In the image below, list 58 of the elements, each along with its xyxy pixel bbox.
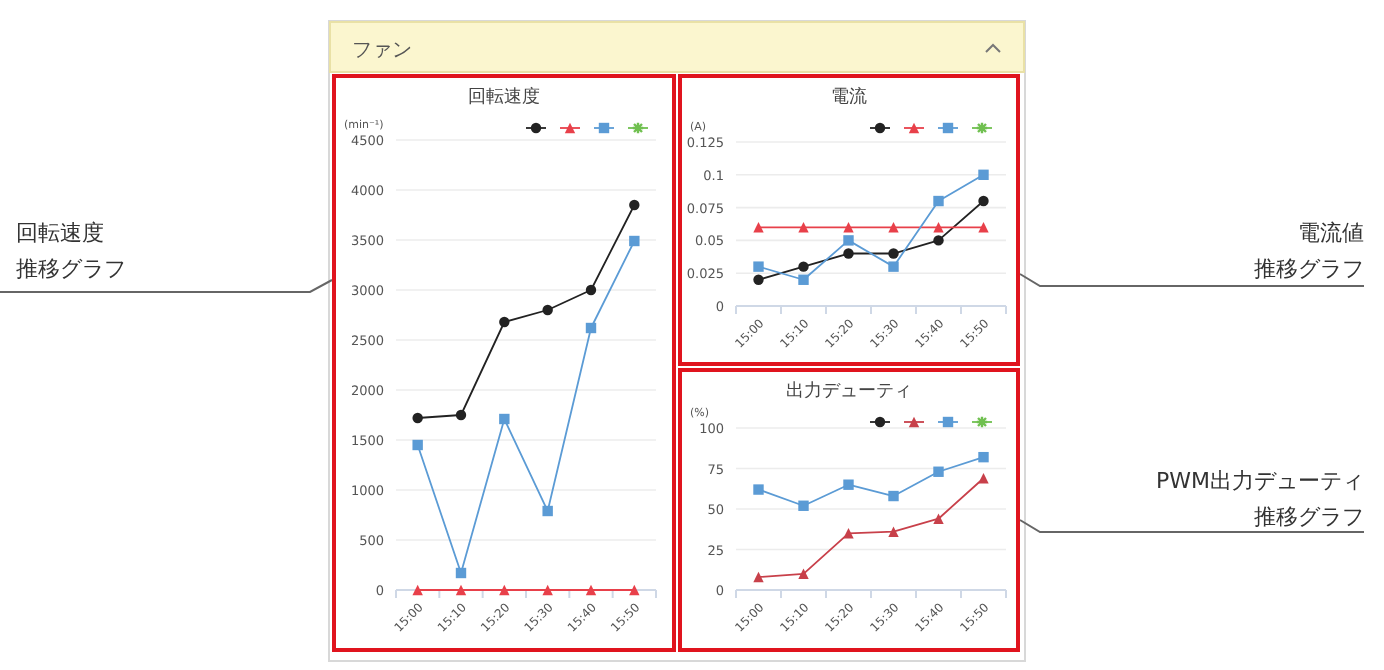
point [888, 261, 899, 272]
point [542, 584, 553, 596]
point [843, 528, 854, 539]
chart-title: 出力デューティ [786, 380, 912, 402]
point [888, 222, 899, 233]
point [542, 505, 553, 517]
point [629, 584, 640, 596]
point [499, 316, 510, 328]
point [843, 479, 854, 490]
point [798, 261, 809, 272]
point [499, 584, 510, 596]
text: 回転速度 [16, 220, 104, 246]
point [798, 222, 809, 233]
point [798, 274, 809, 285]
point [753, 274, 764, 285]
text: 電流値 [1298, 220, 1364, 246]
point [843, 235, 854, 246]
point [843, 222, 854, 233]
point [933, 222, 944, 233]
point [798, 500, 809, 511]
point [978, 195, 989, 207]
point [753, 571, 764, 583]
point [455, 584, 467, 596]
point [585, 284, 597, 296]
chart-title: 電流 [831, 86, 867, 108]
point [499, 413, 510, 425]
point [542, 304, 553, 316]
point [629, 235, 640, 247]
point [933, 513, 944, 524]
point [455, 567, 467, 579]
text: ファン [352, 40, 412, 62]
point [978, 451, 989, 463]
point [629, 199, 640, 211]
point [843, 248, 854, 259]
point [412, 439, 423, 451]
text: 推移グラフ [1254, 256, 1364, 282]
point [888, 526, 899, 537]
point [798, 568, 809, 579]
point [585, 584, 597, 596]
point [455, 409, 467, 421]
point [412, 412, 423, 424]
point [753, 261, 764, 272]
text: 推移グラフ [1254, 504, 1364, 530]
point [978, 473, 989, 484]
point [753, 484, 764, 495]
point [412, 584, 423, 596]
text: PWM出力デューティ [1155, 468, 1364, 494]
point [585, 322, 597, 334]
point [933, 235, 944, 246]
point [933, 195, 944, 207]
point [978, 169, 989, 180]
point [933, 466, 944, 477]
chart-title: 回転速度 [468, 86, 540, 108]
point [753, 222, 764, 233]
point [888, 248, 899, 259]
point [888, 490, 899, 502]
text: 推移グラフ [16, 256, 126, 282]
point [978, 222, 989, 233]
